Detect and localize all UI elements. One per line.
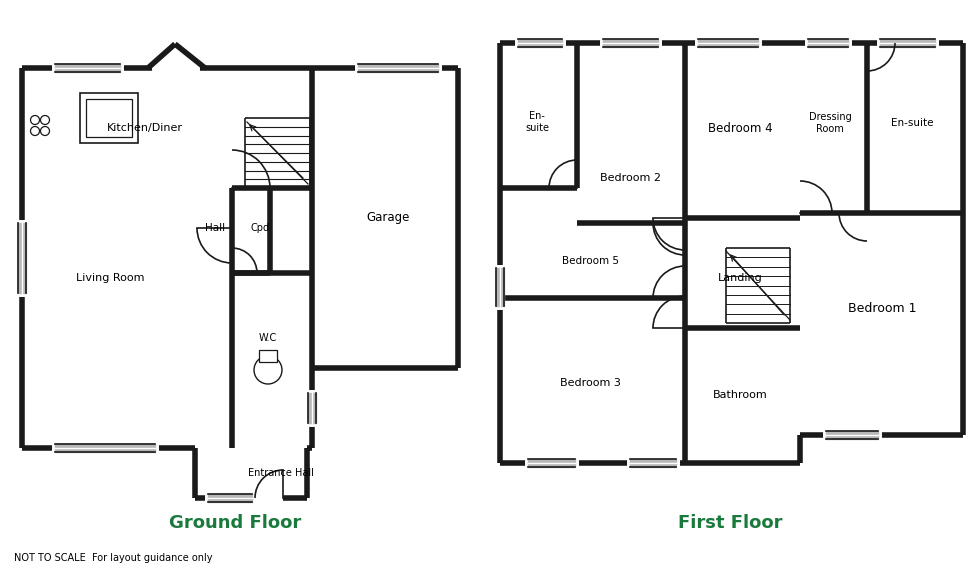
Text: Living Room: Living Room <box>75 273 144 283</box>
Text: Bedroom 1: Bedroom 1 <box>848 302 916 314</box>
Text: Kitchen/Diner: Kitchen/Diner <box>107 123 183 133</box>
Text: Entrance Hall: Entrance Hall <box>248 468 314 478</box>
Text: Bathroom: Bathroom <box>712 390 767 400</box>
Bar <box>259 350 277 362</box>
Text: Dressing
Room: Dressing Room <box>808 112 852 134</box>
Text: NOT TO SCALE  For layout guidance only: NOT TO SCALE For layout guidance only <box>14 553 213 563</box>
Text: W.C: W.C <box>259 333 277 343</box>
Bar <box>80 93 138 143</box>
Text: Bedroom 2: Bedroom 2 <box>600 173 661 183</box>
Text: Ground Floor: Ground Floor <box>169 514 301 532</box>
Text: Hall: Hall <box>205 223 225 233</box>
Text: First Floor: First Floor <box>678 514 782 532</box>
Text: Landing: Landing <box>717 273 762 283</box>
Text: Cpd: Cpd <box>251 223 270 233</box>
Bar <box>86 99 132 137</box>
Text: Garage: Garage <box>367 212 410 224</box>
Text: Bedroom 5: Bedroom 5 <box>562 256 618 266</box>
Text: En-suite: En-suite <box>891 118 933 128</box>
Text: Bedroom 4: Bedroom 4 <box>708 121 772 135</box>
Text: suite: suite <box>525 123 549 133</box>
Text: En-: En- <box>529 111 545 121</box>
Text: Bedroom 3: Bedroom 3 <box>560 378 620 388</box>
